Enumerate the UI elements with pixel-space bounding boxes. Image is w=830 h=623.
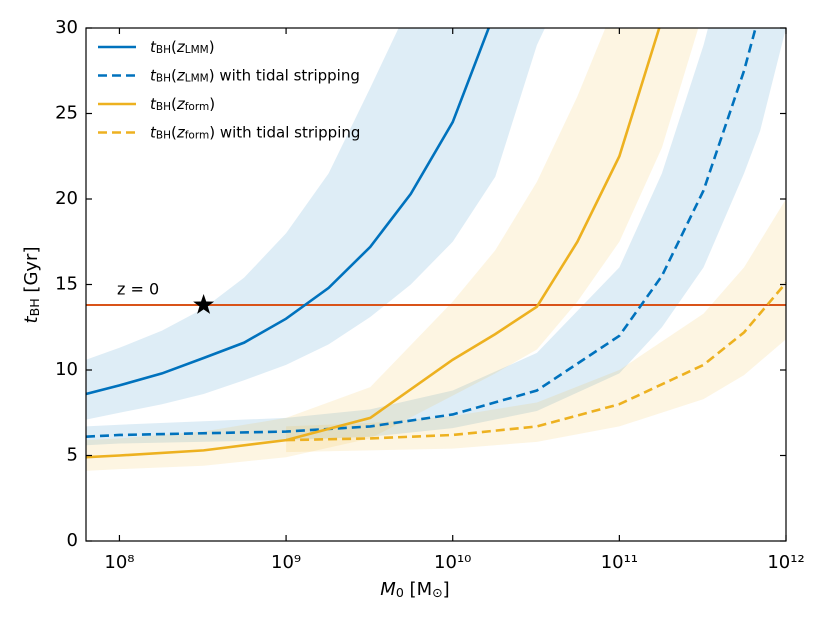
- label-part: ]: [443, 579, 450, 600]
- x-tick-label: 10¹⁰: [434, 552, 471, 573]
- line: [86, 28, 757, 438]
- band: [86, 28, 699, 471]
- label-part: t: [150, 123, 157, 141]
- label-part: z: [176, 123, 186, 141]
- label-part: LMM: [185, 44, 209, 56]
- legend-label: tBH(zform) with tidal stripping: [150, 123, 360, 141]
- label-part: BH: [156, 101, 171, 113]
- label-part: ): [209, 95, 215, 113]
- label-part: 0: [396, 585, 404, 600]
- z0-label: z = 0: [117, 280, 159, 299]
- legend-label: tBH(zLMM) with tidal stripping: [150, 66, 360, 84]
- star-marker: [193, 294, 215, 314]
- label-part: BH: [156, 72, 171, 84]
- label-part: form: [185, 129, 209, 141]
- label-part: BH: [156, 129, 171, 141]
- line: [86, 28, 491, 396]
- label-part: BH: [156, 44, 171, 56]
- band: [286, 199, 786, 453]
- legend-label: tBH(zform): [150, 95, 215, 113]
- label-part: t: [150, 38, 157, 56]
- bands: [86, 28, 786, 471]
- legend-label: tBH(zLMM): [150, 38, 215, 56]
- label-part: t: [21, 315, 42, 323]
- y-tick-label: 20: [55, 188, 78, 209]
- label-part: ) with tidal stripping: [209, 66, 360, 84]
- band: [86, 28, 545, 420]
- y-tick-label: 15: [55, 274, 78, 295]
- x-axis-label: M0 [M⊙]: [380, 579, 449, 600]
- y-tick-label: 30: [55, 17, 78, 38]
- label-part: z: [176, 66, 186, 84]
- x-tick-label: 10¹¹: [601, 552, 638, 573]
- band: [86, 28, 786, 446]
- label-part: ) with tidal stripping: [209, 123, 360, 141]
- label-part: LMM: [185, 72, 209, 84]
- label-part: ⊙: [432, 585, 443, 600]
- label-part: t: [150, 95, 157, 113]
- y-tick-label: 5: [67, 445, 78, 466]
- label-part: ): [209, 38, 215, 56]
- x-tick-label: 10¹²: [767, 552, 804, 573]
- y-tick-label: 0: [67, 530, 78, 551]
- label-part: [Gyr]: [21, 247, 42, 299]
- label-part: form: [185, 101, 209, 113]
- lines: [86, 28, 786, 459]
- label-part: (: [171, 66, 177, 84]
- label-part: z: [176, 38, 186, 56]
- label-part: (: [171, 95, 177, 113]
- label-part: M: [380, 579, 396, 600]
- label-part: (: [171, 38, 177, 56]
- label-part: t: [150, 66, 157, 84]
- label-part: [M: [404, 579, 432, 600]
- y-tick-label: 10: [55, 359, 78, 380]
- y-tick-label: 25: [55, 103, 78, 124]
- x-tick-label: 10⁸: [104, 552, 134, 573]
- label-part: (: [171, 123, 177, 141]
- x-tick-label: 10⁹: [271, 552, 301, 573]
- line: [86, 28, 661, 459]
- label-part: z: [176, 95, 186, 113]
- line: [286, 281, 786, 442]
- label-part: BH: [27, 298, 42, 316]
- y-axis-label: tBH [Gyr]: [21, 247, 42, 324]
